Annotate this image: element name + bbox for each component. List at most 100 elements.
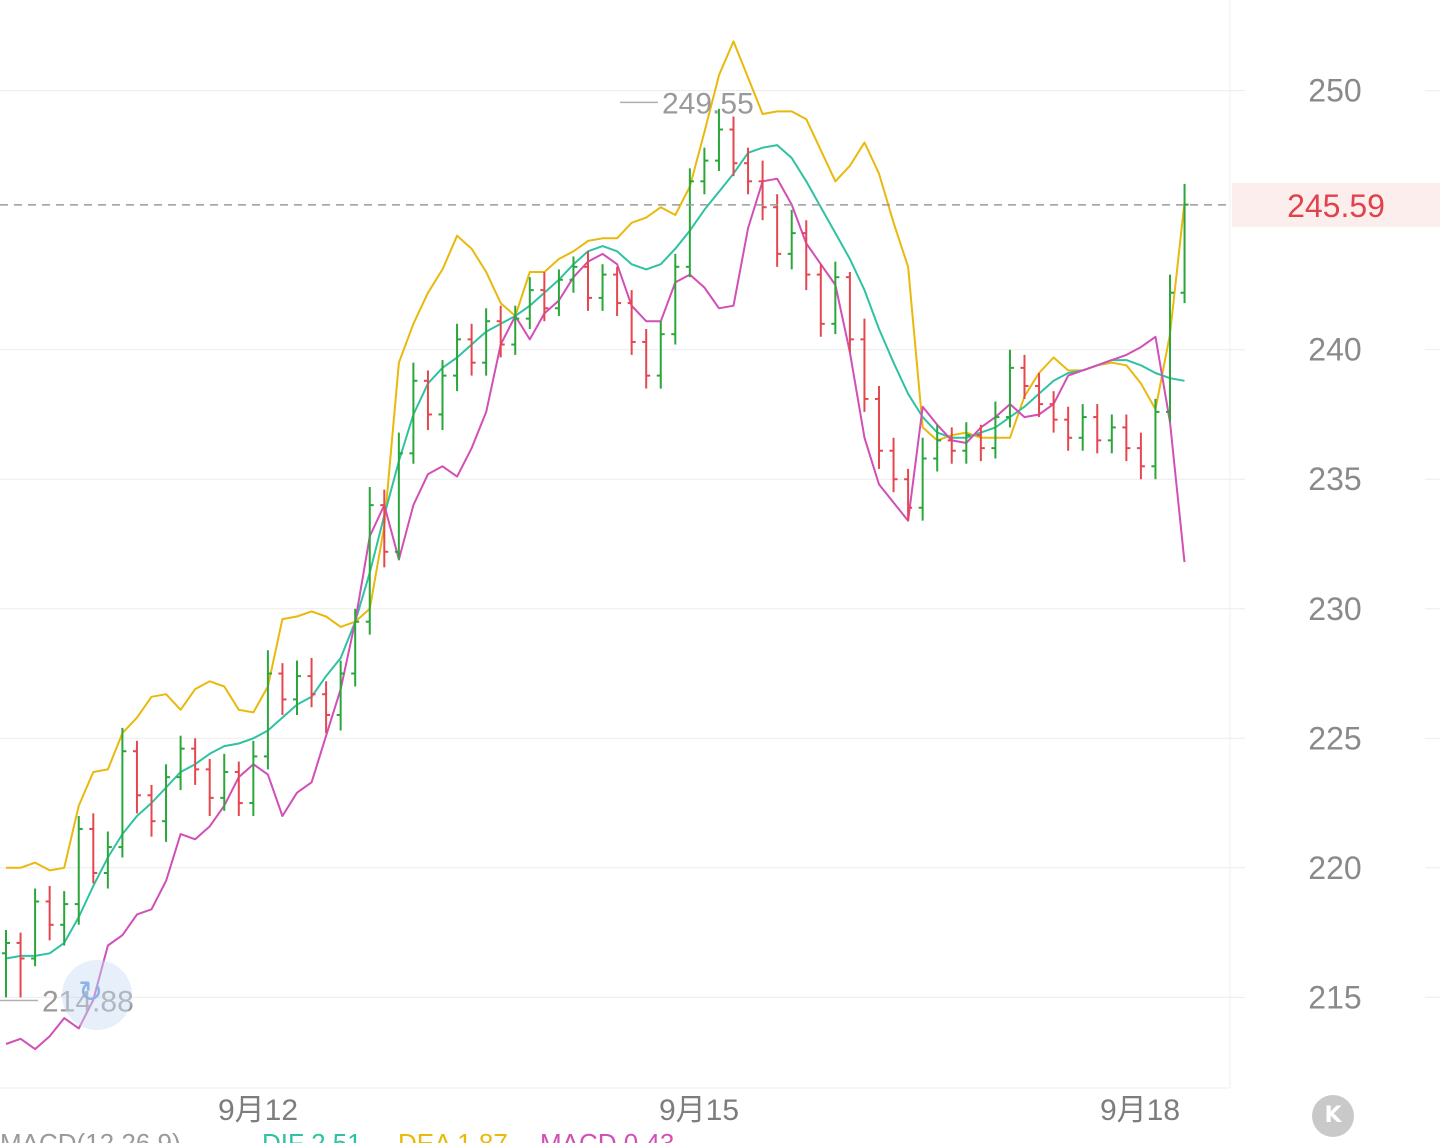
- macd-legend-strip: MACD(12,26,9) DIF 2.51 DEA 1.87 MACD 0.43: [0, 1128, 674, 1148]
- candle: [511, 305, 520, 355]
- x-tick-label: 9月15: [659, 1094, 739, 1127]
- candle: [845, 272, 854, 353]
- candle: [380, 489, 389, 568]
- candle: [103, 831, 112, 889]
- y-tick-label: 240: [1308, 332, 1361, 368]
- candle: [889, 437, 898, 493]
- candle: [453, 323, 462, 392]
- candle: [351, 608, 360, 687]
- candle: [1078, 404, 1087, 451]
- candles-layer: [2, 108, 1189, 998]
- candle: [700, 147, 709, 195]
- candle: [1005, 349, 1014, 428]
- candle: [671, 253, 680, 345]
- candle: [976, 424, 985, 462]
- candle: [802, 220, 811, 291]
- candle: [45, 885, 54, 941]
- candle: [191, 738, 200, 785]
- candle: [409, 362, 418, 464]
- candle: [584, 251, 592, 311]
- candle: [729, 116, 738, 177]
- candle: [336, 660, 345, 731]
- candle: [787, 209, 796, 270]
- candle: [234, 761, 243, 816]
- candle: [1180, 183, 1189, 304]
- x-tick-label: 9月18: [1100, 1094, 1180, 1127]
- macd-legend-item: DEA 1.87: [398, 1128, 508, 1143]
- candle: [365, 487, 374, 635]
- candle: [991, 401, 1000, 459]
- candle: [642, 328, 651, 389]
- candle: [132, 740, 141, 814]
- y-tick-label: 235: [1308, 461, 1361, 497]
- annotations-layer: 245.59 249.55 214.88: [0, 87, 1440, 1018]
- candle: [816, 264, 825, 337]
- candle: [147, 784, 156, 837]
- candle: [947, 427, 956, 464]
- x-axis: 9月12 9月15 9月18: [218, 1094, 1180, 1127]
- candle: [293, 660, 301, 715]
- drag-hint-circle[interactable]: [62, 960, 132, 1030]
- kline-toggle-button[interactable]: K: [1312, 1095, 1354, 1137]
- candle: [962, 422, 971, 464]
- candle: [569, 256, 578, 293]
- candle: [89, 813, 98, 884]
- candle: [278, 663, 287, 715]
- y-axis: 250 240 235 230 225 220 215: [1308, 73, 1361, 1016]
- candle: [220, 753, 229, 811]
- macd-legend-item: MACD 0.43: [540, 1128, 674, 1143]
- candle: [1020, 354, 1029, 399]
- candle: [554, 269, 563, 317]
- candle: [205, 759, 214, 816]
- candle: [1093, 404, 1102, 454]
- candle: [162, 764, 171, 842]
- candle: [176, 735, 185, 791]
- candle: [1035, 373, 1044, 418]
- candle: [482, 308, 491, 376]
- candle: [322, 681, 331, 734]
- candle: [525, 277, 534, 329]
- candle: [1136, 432, 1145, 480]
- candle: [918, 437, 927, 521]
- candle: [496, 305, 505, 358]
- last-price-label-bg: [1232, 182, 1440, 227]
- band-line-mid: [5, 144, 1185, 960]
- y-tick-label: 220: [1308, 850, 1361, 886]
- candle: [263, 650, 272, 770]
- candle: [1107, 414, 1116, 454]
- candle: [714, 108, 723, 171]
- candle: [656, 321, 665, 389]
- candle: [744, 147, 753, 195]
- candle: [31, 888, 40, 967]
- x-tick-label: 9月12: [218, 1094, 298, 1127]
- candle: [394, 432, 403, 560]
- candle: [875, 385, 883, 469]
- candle: [598, 264, 607, 311]
- macd-legend-item: MACD(12,26,9): [0, 1128, 181, 1143]
- max-value-label: 249.55: [662, 87, 754, 120]
- candle: [860, 318, 869, 412]
- candle: [540, 272, 549, 322]
- candle: [758, 160, 767, 221]
- candle: [1151, 398, 1160, 480]
- grid-layer: [0, 0, 1440, 1089]
- candle: [467, 323, 476, 376]
- candle: [685, 168, 694, 278]
- candle: [438, 360, 447, 431]
- bollinger-bands-layer: [5, 40, 1186, 1051]
- candle: [74, 816, 83, 925]
- min-value-label: 214.88: [42, 985, 134, 1018]
- candle: [613, 266, 622, 317]
- candle: [16, 932, 25, 998]
- candle: [933, 424, 942, 472]
- band-line-lower: [5, 177, 1186, 1051]
- candle: [60, 891, 69, 946]
- candle: [423, 370, 432, 431]
- last-price-label: 245.59: [1287, 188, 1385, 224]
- candle: [307, 657, 316, 708]
- band-line-upper: [6, 40, 1186, 872]
- y-tick-label: 225: [1308, 720, 1361, 756]
- y-tick-label: 250: [1308, 73, 1361, 109]
